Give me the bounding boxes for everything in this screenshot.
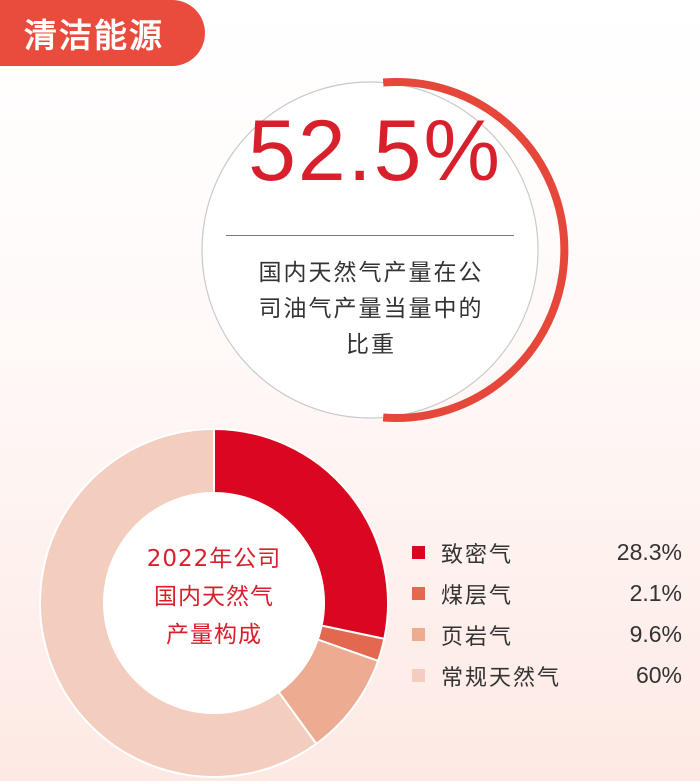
legend-item: 煤层气 2.1% — [412, 573, 682, 614]
section-title: 清洁能源 — [24, 16, 164, 55]
legend-value: 9.6% — [629, 621, 682, 647]
highlight-value: 52.5% — [248, 103, 502, 199]
highlight-description: 国内天然气产量在公 司油气产量当量中的 比重 — [240, 255, 502, 363]
donut-hole — [105, 494, 323, 712]
highlight-ring — [201, 78, 569, 422]
donut-chart — [39, 427, 389, 778]
legend-item: 常规天然气 60% — [412, 655, 682, 696]
donut-center-label-line: 产量构成 — [166, 622, 262, 648]
donut-slice-1 — [213, 427, 389, 641]
legend-swatch — [412, 628, 425, 641]
highlight-divider — [226, 235, 514, 236]
legend-label: 页岩气 — [441, 624, 514, 650]
legend-value: 28.3% — [616, 539, 682, 565]
legend-value: 60% — [635, 662, 682, 688]
legend-label: 致密气 — [441, 542, 514, 568]
highlight-description-line: 司油气产量当量中的 — [258, 296, 484, 322]
legend-item: 页岩气 9.6% — [412, 614, 682, 655]
section-title-tag: 清洁能源 — [0, 0, 205, 66]
legend-swatch — [412, 669, 425, 682]
chart-legend: 致密气 28.3% 煤层气 2.1% 页岩气 9.6% 常规天然气 60% — [412, 532, 682, 696]
ring-track — [201, 81, 539, 419]
legend-swatch — [412, 587, 425, 600]
donut-center-label: 2022年公司 国内天然气 产量构成 — [130, 540, 298, 654]
donut-center-label-line: 2022年公司 — [146, 546, 282, 572]
highlight-description-line: 国内天然气产量在公 — [258, 260, 484, 286]
donut-center-label-line: 国内天然气 — [154, 584, 274, 610]
legend-value: 2.1% — [629, 580, 682, 606]
legend-swatch — [412, 546, 425, 559]
highlight-description-line: 比重 — [346, 332, 396, 358]
donut-slice-4 — [39, 427, 318, 778]
legend-label: 常规天然气 — [441, 665, 562, 691]
legend-label: 煤层气 — [441, 583, 514, 609]
ring-progress-arc — [382, 78, 569, 422]
legend-item: 致密气 28.3% — [412, 532, 682, 573]
